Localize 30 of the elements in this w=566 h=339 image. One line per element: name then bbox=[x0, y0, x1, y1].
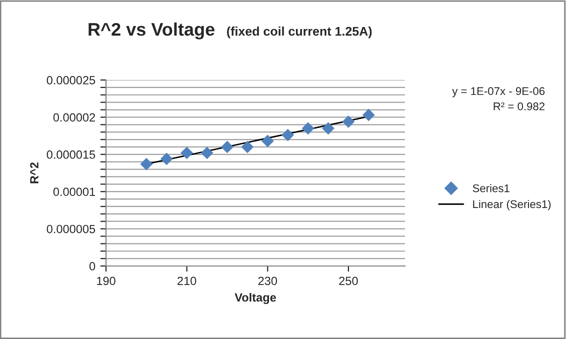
y-axis-title: R^2 bbox=[30, 162, 38, 184]
x-tick-label: 210 bbox=[178, 276, 196, 286]
x-tick-label: 230 bbox=[258, 276, 278, 286]
point bbox=[342, 115, 355, 128]
x-tick-label: 190 bbox=[97, 276, 116, 286]
text: y = 1E-07x - 9E-06 bbox=[452, 87, 545, 98]
point bbox=[241, 140, 254, 154]
point bbox=[221, 140, 234, 154]
y-tick-label: 0.00002 bbox=[53, 113, 95, 122]
y-tick-label: 0.000025 bbox=[46, 76, 96, 84]
x-axis-title: Voltage bbox=[234, 292, 276, 304]
chart-subtitle: (fixed coil current 1.25A) bbox=[227, 26, 372, 38]
point bbox=[200, 146, 214, 160]
point bbox=[282, 128, 294, 142]
text: R² = 0.982 bbox=[494, 102, 545, 110]
point bbox=[261, 134, 274, 148]
y-tick-label: 0.000005 bbox=[46, 224, 96, 234]
legend-label: Series1 bbox=[472, 184, 510, 192]
point bbox=[362, 108, 375, 122]
point bbox=[160, 152, 173, 166]
y-tick-label: 0 bbox=[89, 262, 96, 270]
y-tick-label: 0.00001 bbox=[53, 188, 96, 196]
point bbox=[302, 122, 314, 135]
chart-title: R^2 vs Voltage bbox=[88, 22, 214, 40]
point bbox=[140, 158, 153, 170]
point bbox=[322, 122, 334, 135]
x-tick-label: 250 bbox=[339, 276, 358, 286]
y-tick-label: 0.000015 bbox=[46, 150, 96, 159]
legend-label: Linear (Series1) bbox=[473, 200, 551, 210]
point bbox=[180, 146, 194, 160]
